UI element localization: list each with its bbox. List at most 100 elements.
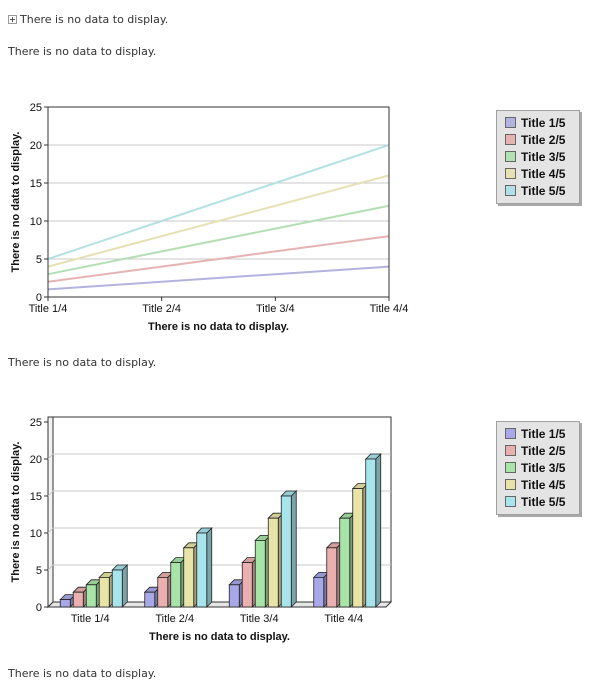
y-tick-label: 5 xyxy=(36,565,42,577)
bar-front xyxy=(339,517,351,608)
legend-entry: Title 5/5 xyxy=(497,493,579,510)
bar-front xyxy=(254,539,266,608)
bar-front xyxy=(326,547,338,608)
toggle-label: There is no data to display. xyxy=(20,13,169,26)
legend-swatch xyxy=(505,185,516,196)
bar-chart-legend: Title 1/5 Title 2/5 Title 3/5 Title 4/5 Titl… xyxy=(496,421,580,515)
line-chart: 0 5 10 15 20 25 There is no data to display. Th… xyxy=(10,102,409,333)
legend-swatch xyxy=(505,117,516,128)
bar-front xyxy=(365,458,377,608)
series-line xyxy=(47,204,390,276)
y-tick-label: 20 xyxy=(30,140,42,152)
y-tick-label: 20 xyxy=(30,454,42,466)
y-tick-label: 15 xyxy=(30,178,42,190)
plus-box-icon[interactable] xyxy=(8,15,17,24)
x-tick-label: Title 1/4 xyxy=(71,613,110,625)
legend-label: Title 4/5 xyxy=(521,166,566,181)
y-tick-label: 0 xyxy=(36,292,42,304)
legend-entry: Title 4/5 xyxy=(497,165,579,182)
legend-label: Title 1/5 xyxy=(521,115,566,130)
legend-entry: Title 3/5 xyxy=(497,459,579,476)
bar-front xyxy=(72,591,84,608)
legend-label: Title 1/5 xyxy=(521,426,566,441)
bar-front xyxy=(144,591,156,608)
bar-front xyxy=(241,562,253,608)
legend-label: Title 3/5 xyxy=(521,149,566,164)
bar xyxy=(111,564,129,608)
bar-side xyxy=(375,453,382,608)
legend-entry: Title 4/5 xyxy=(497,476,579,493)
x-tick-label: Title 3/4 xyxy=(256,303,295,315)
bar-front xyxy=(228,584,240,608)
bar-front xyxy=(157,576,169,608)
y-axis-label: There is no data to display. xyxy=(10,442,22,583)
legend-label: Title 2/5 xyxy=(521,132,566,147)
bar xyxy=(195,527,213,608)
x-tick-label: Title 3/4 xyxy=(240,613,279,625)
legend-swatch xyxy=(505,496,516,507)
legend-swatch xyxy=(505,134,516,145)
bar-front xyxy=(196,532,208,608)
bar-front xyxy=(313,576,325,608)
no-data-message-1: There is no data to display. xyxy=(8,45,157,58)
y-tick-label: 25 xyxy=(30,102,42,114)
series-line xyxy=(47,265,390,291)
x-tick-label: Title 2/4 xyxy=(142,303,181,315)
x-tick-label: Title 4/4 xyxy=(370,303,409,315)
legend-entry: Title 3/5 xyxy=(497,148,579,165)
series-line xyxy=(47,174,390,268)
legend-entry: Title 1/5 xyxy=(497,425,579,442)
bar-side xyxy=(121,564,128,608)
no-data-message-2: There is no data to display. xyxy=(8,356,157,369)
bar-front xyxy=(267,517,279,608)
gridline-side xyxy=(47,453,54,460)
legend-entry: Title 2/5 xyxy=(497,131,579,148)
legend-swatch xyxy=(505,479,516,490)
bar-front xyxy=(98,576,110,608)
bar-chart: 0 5 10 15 20 25 There is no data to display. Th… xyxy=(10,416,393,643)
x-tick-label: Title 2/4 xyxy=(155,613,194,625)
x-tick-label: Title 4/4 xyxy=(324,613,363,625)
bar-front xyxy=(111,569,123,608)
bar-front xyxy=(85,584,97,608)
legend-swatch xyxy=(505,445,516,456)
bar-front xyxy=(170,562,182,608)
x-axis-label: There is no data to display. xyxy=(148,321,289,333)
legend-swatch xyxy=(505,151,516,162)
bar-front xyxy=(59,599,71,608)
x-tick-label: Title 1/4 xyxy=(29,303,68,315)
y-tick-label: 25 xyxy=(30,417,42,429)
legend-label: Title 5/5 xyxy=(521,494,566,509)
legend-label: Title 5/5 xyxy=(521,183,566,198)
series-line xyxy=(47,144,390,260)
bar xyxy=(364,453,382,608)
y-tick-label: 10 xyxy=(30,216,42,228)
y-tick-label: 0 xyxy=(36,602,42,614)
y-tick-label: 10 xyxy=(30,528,42,540)
legend-swatch xyxy=(505,428,516,439)
bar-side xyxy=(206,527,213,608)
bar-front xyxy=(280,495,292,608)
bar-front xyxy=(183,547,195,608)
y-tick-label: 15 xyxy=(30,491,42,503)
side-wall xyxy=(47,416,54,609)
y-tick-label: 5 xyxy=(36,254,42,266)
legend-swatch xyxy=(505,462,516,473)
plot-border xyxy=(47,106,390,298)
legend-entry: Title 2/5 xyxy=(497,442,579,459)
bar xyxy=(280,490,298,608)
line-chart-legend: Title 1/5 Title 2/5 Title 3/5 Title 4/5 Titl… xyxy=(496,110,580,204)
legend-swatch xyxy=(505,168,516,179)
legend-label: Title 3/5 xyxy=(521,460,566,475)
gridline-side xyxy=(47,490,54,497)
series-line xyxy=(47,235,390,283)
y-axis-label: There is no data to display. xyxy=(10,132,22,273)
legend-label: Title 2/5 xyxy=(521,443,566,458)
no-data-message-3: There is no data to display. xyxy=(8,667,157,680)
gridline-side xyxy=(47,527,54,534)
bar-side xyxy=(290,490,297,608)
bar-front xyxy=(352,488,364,608)
legend-label: Title 4/5 xyxy=(521,477,566,492)
expand-toggle[interactable]: There is no data to display. xyxy=(8,13,168,26)
legend-entry: Title 5/5 xyxy=(497,182,579,199)
